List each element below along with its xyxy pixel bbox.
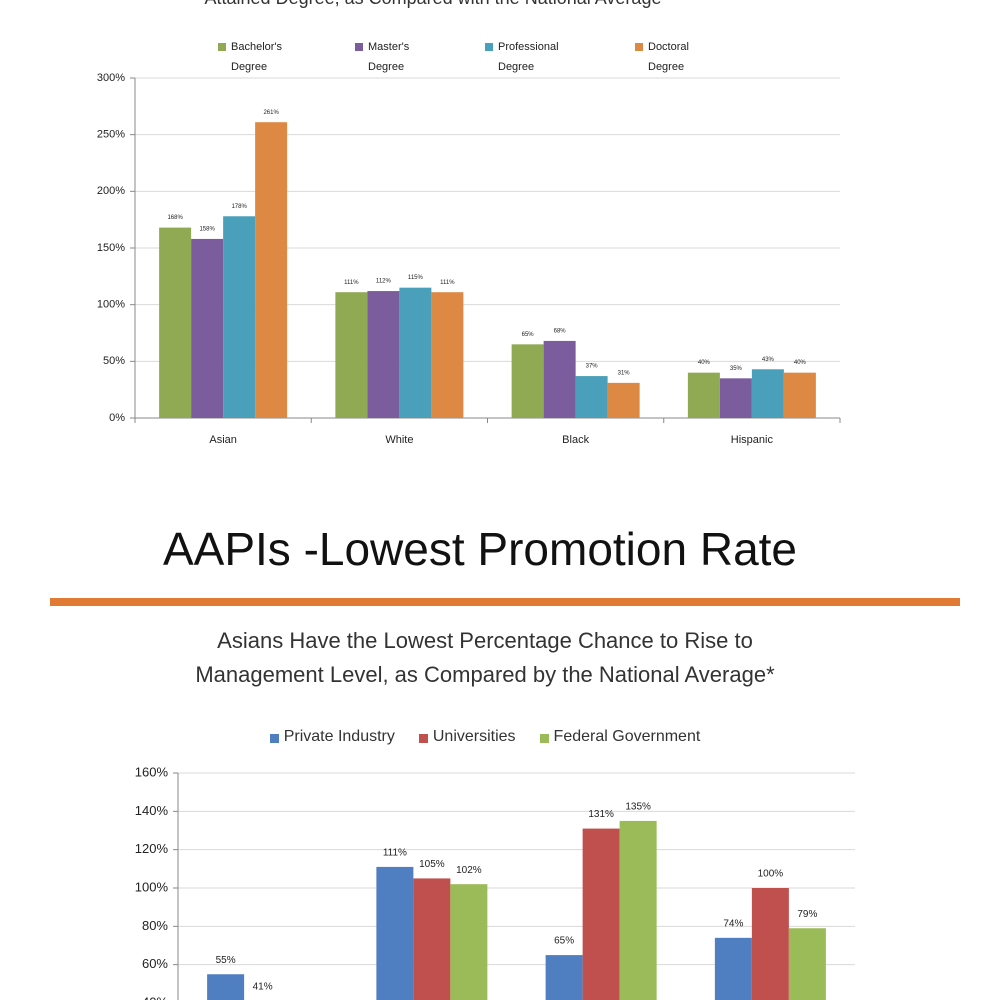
bar [450,884,488,1000]
data-label: 158% [199,227,215,233]
legend-item: Doctoral Degree [635,37,728,77]
data-label: 112% [376,279,392,285]
legend-label: Private Industry [283,728,395,745]
data-label: 105% [419,859,445,870]
data-label: 35% [730,366,743,372]
legend-swatch [269,734,279,743]
y-tick-label: 80% [142,918,168,933]
data-label: 168% [167,215,183,221]
bar [714,937,752,1000]
y-tick-label: 150% [97,242,125,254]
y-tick-label: 160% [135,764,169,779]
bar [511,344,544,418]
legend-swatch [355,43,363,51]
x-tick-label: Hispanic [731,434,774,446]
y-tick-label: 200% [97,185,125,197]
data-label: 111% [383,848,407,859]
legend-item: Master's Degree [355,37,448,77]
bar [575,376,608,418]
data-label: 31% [618,370,631,376]
x-tick-label: White [385,434,413,446]
data-label: 41% [253,982,273,993]
y-tick-label: 100% [97,299,125,311]
data-label: 111% [344,280,359,286]
bar [191,238,224,418]
bar [751,888,789,1000]
bar [335,292,368,418]
bar [223,216,256,418]
bar [582,828,620,1000]
bar [255,122,288,418]
legend-swatch [218,43,226,51]
y-tick-label: 40% [142,994,168,1000]
data-label: 37% [586,364,599,370]
data-label: 74% [723,918,743,929]
legend-item: Professional Degree [485,37,578,77]
data-label: 43% [762,357,775,363]
bar [783,372,816,418]
heading: AAPIs -Lowest Promotion Rate [162,523,798,575]
divider [50,598,960,606]
y-tick-label: 140% [135,803,169,818]
legend-item: Universities [418,728,516,746]
data-label: 178% [231,204,247,210]
data-label: 261% [263,110,279,116]
y-tick-label: 300% [97,72,125,84]
y-tick-label: 250% [97,129,125,141]
y-tick-label: 0% [109,412,125,424]
bar [367,291,400,418]
x-tick-label: Black [562,434,589,446]
legend-label: Professional Degree [498,41,559,73]
y-tick-label: 120% [135,841,169,856]
data-label: 135% [625,802,651,813]
legend-label: Master's Degree [368,41,410,73]
data-label: 79% [797,909,817,920]
data-label: 115% [408,275,424,281]
bar [543,340,576,418]
bar [413,878,451,1000]
legend-swatch [485,43,493,51]
bar [719,378,752,418]
bar [751,369,784,418]
bar [399,287,432,418]
legend-swatch [418,734,428,743]
legend-item: Private Industry [269,728,395,746]
legend-swatch [539,734,549,743]
bar [607,382,640,418]
data-label: 65% [554,936,574,947]
legend-label: Federal Government [553,728,701,745]
bar [376,866,414,1000]
legend-label: Universities [432,728,516,745]
data-label: 131% [588,809,614,820]
data-label: 40% [794,360,807,366]
legend-item: Federal Government [539,728,701,746]
bar [545,955,583,1000]
x-tick-label: Asian [209,434,237,446]
legend-item: Bachelor's Degree [218,37,311,77]
chart-title: Attained Degree, as Compared with the Na… [0,0,880,9]
y-tick-label: 50% [103,355,125,367]
chart-title: Asians Have the Lowest Percentage Chance… [195,628,775,687]
bar [619,820,657,1000]
legend-label: Doctoral Degree [648,41,689,73]
data-label: 65% [522,332,535,338]
data-label: 102% [456,865,482,876]
bar [207,974,245,1000]
data-label: 40% [698,360,711,366]
y-tick-label: 100% [135,879,169,894]
y-tick-label: 60% [142,956,168,971]
bar [431,292,464,418]
data-label: 100% [758,869,784,880]
legend: Private Industry Universities Federal Gove… [0,728,970,746]
bar [788,928,826,1000]
bar [159,227,192,418]
legend-swatch [635,43,643,51]
data-label: 111% [440,280,455,286]
data-label: 68% [554,329,567,335]
bar [687,372,720,418]
legend-label: Bachelor's Degree [231,41,283,73]
data-label: 55% [216,955,236,966]
